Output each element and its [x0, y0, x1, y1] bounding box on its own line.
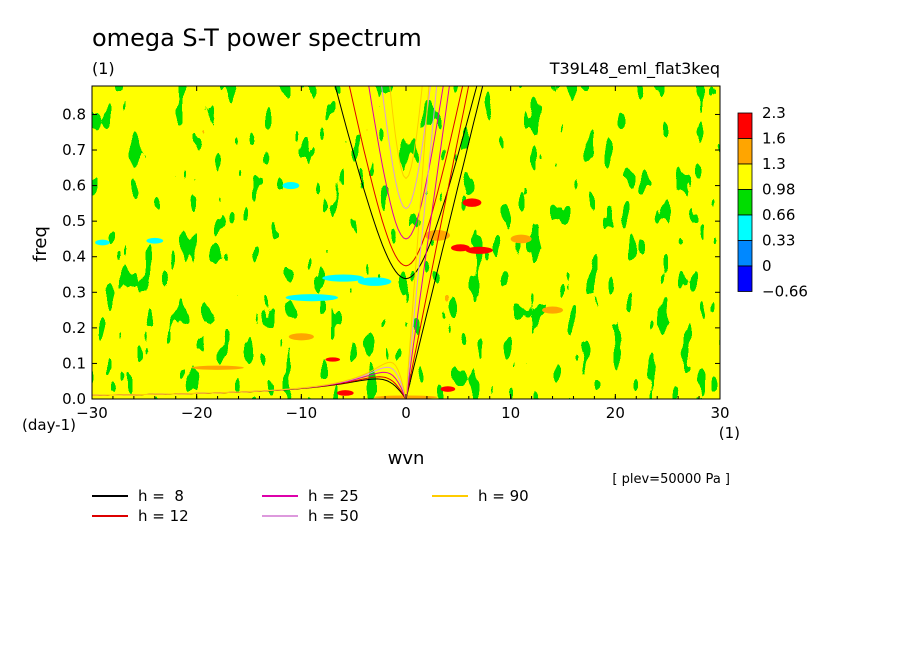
colorbar-swatch [737, 138, 753, 165]
colorbar-swatch [737, 112, 753, 139]
colorbar-label: 0 [762, 257, 772, 275]
x-tick-label: 10 [501, 404, 520, 422]
x-axis: −30 −20 −10 0 10 20 30 [76, 86, 730, 422]
colorbar-label: 1.6 [762, 130, 786, 148]
heatmap-field [92, 86, 720, 399]
field-extremum [95, 239, 110, 246]
field-features [95, 182, 563, 399]
field-extremum [285, 294, 338, 302]
field-extremum [451, 244, 470, 252]
inertia-gravity-curve [348, 86, 464, 267]
colorbar-label: 2.3 [762, 104, 786, 122]
field-orange-patches [92, 86, 720, 399]
y-axis-label: freq [30, 226, 51, 262]
x-unit-label: (1) [719, 424, 740, 442]
y-tick-label: 0.3 [62, 283, 86, 301]
field-extremum [357, 277, 392, 286]
colorbar-label: 0.66 [762, 206, 795, 224]
field-extremum [336, 390, 354, 396]
chart-title: omega S-T power spectrum [92, 24, 422, 52]
experiment-label: T39L48_eml_flat3keq [549, 59, 720, 79]
colorbar-swatch [737, 240, 753, 267]
field-extremum [462, 198, 482, 207]
colorbar-label: −0.66 [762, 283, 808, 301]
chart-subtitle: (1) [92, 59, 115, 78]
field-extremum [465, 246, 493, 254]
dispersion-curves [92, 86, 484, 399]
y-tick-label: 0.7 [62, 141, 86, 159]
colorbar-label: 1.3 [762, 155, 786, 173]
x-tick-label: −10 [286, 404, 318, 422]
x-tick-label: 30 [710, 404, 729, 422]
legend-label: h = 50 [308, 507, 359, 525]
field-extremum [542, 306, 563, 314]
y-tick-label: 0.1 [62, 354, 86, 372]
inertia-gravity-curve [368, 86, 444, 240]
legend-label: h = 8 [138, 487, 184, 505]
colorbar: 2.3 1.6 1.3 0.98 0.66 0.33 0 −0.66 [737, 104, 808, 301]
field-extremum [424, 230, 450, 241]
legend-label: h = 12 [138, 507, 189, 525]
x-tick-label: 0 [401, 404, 411, 422]
colorbar-swatch [737, 163, 753, 190]
y-axis: 0.0 0.1 0.2 0.3 0.4 0.5 0.6 0.7 0.8 [62, 105, 720, 408]
field-extremum [510, 234, 532, 244]
colorbar-swatch [737, 214, 753, 241]
colorbar-swatch [737, 189, 753, 216]
y-unit-label: (day-1) [22, 416, 76, 434]
field-extremum [288, 333, 314, 341]
field-extremum [282, 182, 300, 190]
x-tick-label: −20 [181, 404, 213, 422]
field-extremum [146, 237, 164, 244]
field-extremum [440, 386, 456, 392]
y-tick-label: 0.0 [62, 390, 86, 408]
colorbar-label: 0.98 [762, 181, 795, 199]
inertia-gravity-curve [381, 86, 431, 210]
y-tick-label: 0.2 [62, 319, 86, 337]
inertia-gravity-curve [389, 86, 423, 180]
y-tick-label: 0.8 [62, 105, 86, 123]
kelvin-curve [405, 86, 470, 399]
x-tick-label: −30 [76, 404, 108, 422]
y-tick-label: 0.5 [62, 212, 86, 230]
kelvin-curve [405, 86, 484, 399]
inertia-gravity-curve [334, 86, 478, 280]
x-axis-label: wvn [388, 448, 425, 469]
y-tick-label: 0.4 [62, 248, 86, 266]
legend-label: h = 90 [478, 487, 529, 505]
colorbar-swatch [737, 265, 753, 292]
field-extremum [322, 274, 365, 282]
colorbar-label: 0.33 [762, 232, 795, 250]
rossby-curve [92, 361, 407, 399]
curve-legend: h = 8 h = 12 h = 25 h = 50 h = 90 [92, 487, 529, 525]
y-tick-label: 0.6 [62, 177, 86, 195]
field-extremum [325, 357, 341, 362]
x-tick-label: 20 [606, 404, 625, 422]
level-label: [ plev=50000 Pa ] [612, 472, 730, 487]
field-extremum [191, 365, 244, 370]
legend-label: h = 25 [308, 487, 359, 505]
